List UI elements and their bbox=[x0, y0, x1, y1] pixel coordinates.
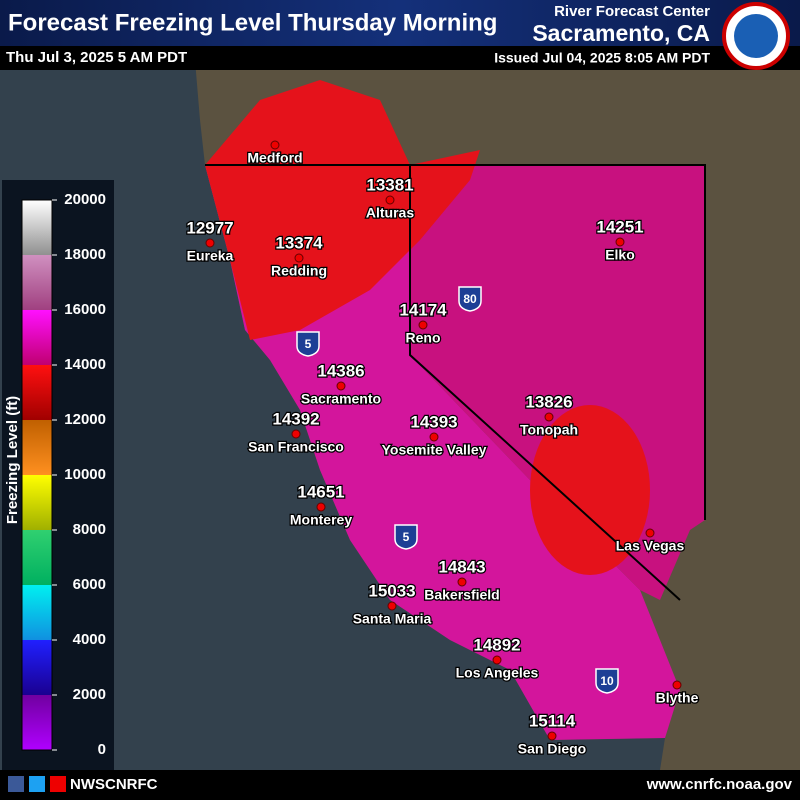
city-dot bbox=[294, 253, 304, 263]
legend-tick-label: 14000 bbox=[64, 356, 106, 373]
city-name: Santa Maria bbox=[353, 611, 432, 627]
highway-number: 5 bbox=[403, 530, 410, 544]
state-borders bbox=[205, 164, 706, 601]
city-value: 13374 bbox=[275, 233, 323, 252]
city-value: 14393 bbox=[410, 412, 457, 431]
city-dot bbox=[270, 140, 280, 150]
center-line2: Sacramento, CA bbox=[532, 20, 710, 46]
legend-tick-label: 20000 bbox=[64, 191, 106, 208]
city-name: Yosemite Valley bbox=[382, 442, 487, 458]
social-handle: NWSCNRFC bbox=[70, 776, 158, 793]
city-dot bbox=[385, 195, 395, 205]
city-value: 13826 bbox=[525, 392, 572, 411]
city-name: Tonopah bbox=[520, 422, 578, 438]
city-name: Medford bbox=[247, 150, 302, 166]
highway-number: 10 bbox=[600, 674, 614, 688]
legend-title: Freezing Level (ft) bbox=[4, 396, 21, 524]
city-dot bbox=[336, 381, 346, 391]
header-bar bbox=[0, 0, 800, 48]
city-value: 14386 bbox=[317, 361, 364, 380]
city-name: Las Vegas bbox=[616, 538, 685, 554]
city-dot bbox=[615, 237, 625, 247]
legend-colorbar bbox=[21, 199, 53, 751]
legend-tick-label: 16000 bbox=[64, 301, 106, 318]
legend-tick-label: 8000 bbox=[73, 521, 106, 538]
valid-time: Thu Jul 3, 2025 5 AM PDT bbox=[6, 49, 187, 66]
city-dot bbox=[492, 655, 502, 665]
highway-shield bbox=[394, 524, 418, 550]
legend-tick-label: 0 bbox=[98, 741, 106, 758]
city-dot bbox=[205, 238, 215, 248]
city-value: 14392 bbox=[272, 409, 319, 428]
city-name: Bakersfield bbox=[424, 587, 499, 603]
highway-shield bbox=[296, 331, 320, 357]
city-value: 12977 bbox=[186, 218, 233, 237]
city-name: Elko bbox=[605, 247, 635, 263]
legend-tick-label: 10000 bbox=[64, 466, 106, 483]
city-dot bbox=[418, 320, 428, 330]
city-dot bbox=[547, 731, 557, 741]
title: Forecast Freezing Level Thursday Morning bbox=[8, 9, 497, 36]
city-dot bbox=[645, 528, 655, 538]
legend-tick-label: 4000 bbox=[73, 631, 106, 648]
city-value: 13381 bbox=[366, 175, 413, 194]
facebook-icon[interactable] bbox=[8, 776, 24, 792]
city-dot bbox=[429, 432, 439, 442]
highway-shield bbox=[595, 668, 619, 694]
highway-shield bbox=[458, 286, 482, 312]
city-name: San Diego bbox=[518, 741, 586, 757]
city-dot bbox=[291, 429, 301, 439]
city-name: Redding bbox=[271, 263, 327, 279]
city-name: Los Angeles bbox=[456, 665, 539, 681]
city-name: Blythe bbox=[656, 690, 699, 706]
twitter-icon[interactable] bbox=[29, 776, 45, 792]
legend-box bbox=[2, 180, 114, 770]
youtube-icon[interactable] bbox=[50, 776, 66, 792]
city-dot bbox=[672, 680, 682, 690]
city-value: 15033 bbox=[368, 581, 415, 600]
subheader-bar bbox=[0, 46, 800, 70]
city-name: Reno bbox=[406, 330, 441, 346]
footer-bar bbox=[0, 770, 800, 800]
freezing-red-south bbox=[530, 405, 650, 575]
center-line1: River Forecast Center bbox=[554, 3, 710, 20]
city-name: Sacramento bbox=[301, 391, 381, 407]
city-name: Eureka bbox=[187, 248, 234, 264]
legend-tick-label: 2000 bbox=[73, 686, 106, 703]
highway-number: 5 bbox=[305, 337, 312, 351]
issued-time: Issued Jul 04, 2025 8:05 AM PDT bbox=[494, 50, 710, 66]
website: www.cnrfc.noaa.gov bbox=[646, 776, 793, 793]
city-value: 15114 bbox=[529, 711, 576, 730]
legend-tick-label: 6000 bbox=[73, 576, 106, 593]
legend-tick-label: 12000 bbox=[64, 411, 106, 428]
city-dot bbox=[387, 601, 397, 611]
city-value: 14892 bbox=[473, 635, 520, 654]
city-dot bbox=[457, 577, 467, 587]
city-name: San Francisco bbox=[248, 439, 344, 455]
highway-number: 80 bbox=[463, 292, 477, 306]
city-value: 14174 bbox=[399, 300, 447, 319]
city-value: 14651 bbox=[297, 482, 344, 501]
nws-logo-inner bbox=[734, 14, 778, 58]
city-dot bbox=[544, 412, 554, 422]
city-name: Alturas bbox=[366, 205, 414, 221]
city-name: Monterey bbox=[290, 512, 352, 528]
legend-tick-label: 18000 bbox=[64, 246, 106, 263]
city-dot bbox=[316, 502, 326, 512]
city-value: 14251 bbox=[596, 217, 643, 236]
city-value: 14843 bbox=[438, 557, 485, 576]
